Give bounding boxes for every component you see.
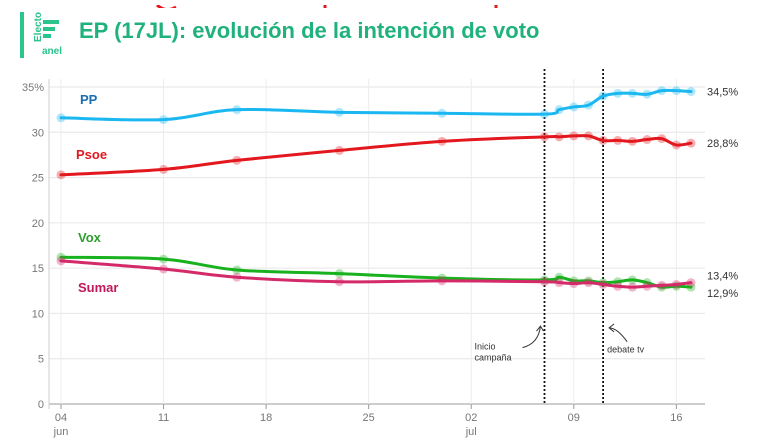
annotation-text: debate tv (607, 345, 645, 355)
y-axis: 0 5 10 15 20 25 30 35% (22, 79, 50, 411)
x-axis: 04 jun 11 18 25 02 jul 09 16 (53, 404, 682, 438)
end-value-vox: 12,9% (707, 288, 738, 300)
annotation-arrow (609, 327, 628, 342)
grid-lines (49, 79, 705, 405)
end-value-psoe: 28,8% (707, 138, 738, 150)
end-value-pp: 34,5% (707, 87, 738, 99)
series-labels: PP 34,5% Psoe 28,8% Vox 12,9% Sumar 13,4% (76, 87, 738, 301)
x-tick-label: 25 (363, 412, 375, 424)
series-line-sumar (59, 259, 693, 289)
y-tick-label: 30 (32, 127, 44, 139)
top-decoration-strip (0, 0, 765, 8)
annotation-line: Inicio (474, 342, 495, 352)
x-tick-label: 04 (55, 412, 67, 424)
annotation-line: campaña (474, 353, 511, 363)
x-tick-label: 02 (465, 412, 477, 424)
chart-title: EP (17JL): evolución de la intención de … (79, 18, 540, 43)
x-tick-sublabel: jun (53, 426, 69, 438)
logo-accent-bar (20, 12, 24, 58)
y-tick-label: 0 (38, 399, 44, 411)
electopanel-logo: Electo anel (33, 12, 62, 57)
series-line-pp (59, 88, 693, 122)
chart-header: Electo anel EP (17JL): evolución de la i… (0, 8, 765, 60)
svg-text:anel: anel (42, 46, 62, 57)
series-name-pp: PP (80, 92, 98, 107)
series-pp (56, 86, 696, 125)
y-tick-label: 15 (32, 263, 44, 275)
x-tick-sublabel: jul (465, 426, 477, 438)
event-markers: Inicio campaña debate tv (474, 69, 645, 404)
y-tick-label: 35% (22, 82, 44, 94)
series-lines (56, 86, 696, 292)
series-name-sumar: Sumar (78, 280, 118, 295)
y-tick-label: 10 (32, 308, 44, 320)
series-line-vox (59, 255, 693, 289)
series-line-psoe (59, 134, 693, 177)
annotation-arrowhead (608, 323, 615, 333)
y-tick-label: 5 (38, 354, 44, 366)
annotation-line: debate tv (607, 345, 645, 355)
x-tick-label: 09 (568, 412, 580, 424)
x-tick-label: 18 (260, 412, 272, 424)
end-value-sumar: 13,4% (707, 271, 738, 283)
series-name-vox: Vox (78, 230, 102, 245)
series-psoe (56, 131, 696, 180)
annotation-text: Inicio campaña (474, 342, 511, 363)
series-name-psoe: Psoe (76, 147, 107, 162)
series-sumar (56, 256, 696, 292)
y-tick-label: 20 (32, 218, 44, 230)
vote-intention-chart: 0 5 10 15 20 25 30 35% 04 jun 11 18 25 02 jul 09 16 Ini… (22, 69, 738, 438)
svg-text:Electo: Electo (33, 12, 44, 42)
annotation-arrow (522, 326, 541, 349)
annotation-arrowhead (536, 325, 544, 332)
y-tick-label: 25 (32, 173, 44, 185)
x-tick-label: 11 (158, 412, 169, 424)
x-tick-label: 16 (670, 412, 682, 424)
